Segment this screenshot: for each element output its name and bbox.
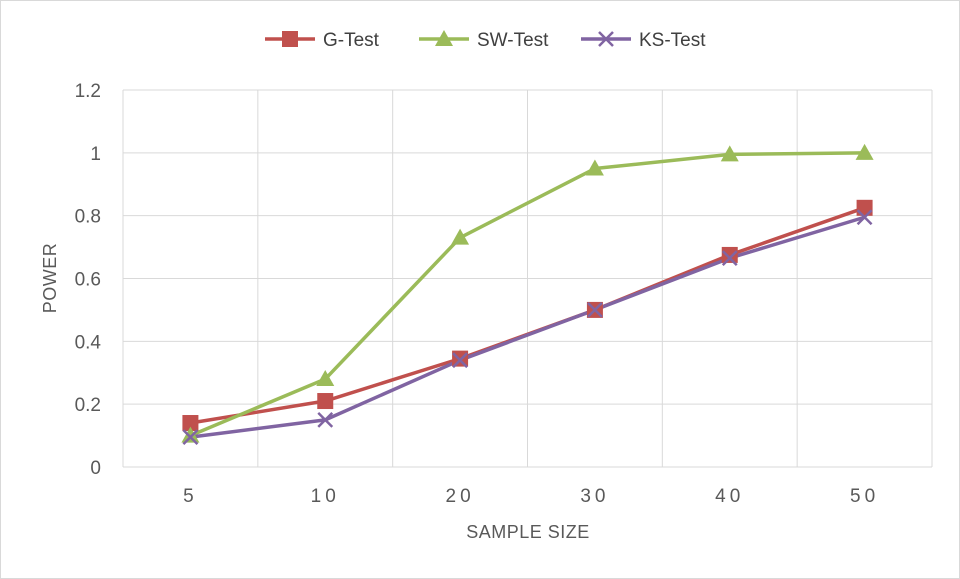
data-point-sw-test <box>855 143 874 160</box>
data-point-sw-test <box>181 426 200 443</box>
legend-marker-icon <box>282 31 298 47</box>
y-tick-label: 0.2 <box>75 395 101 416</box>
y-tick-label: 0 <box>90 458 101 479</box>
legend-item-g-test: G-Test <box>265 30 380 51</box>
y-tick-label: 1.2 <box>75 81 101 102</box>
data-point-g-test <box>721 246 738 263</box>
x-tick-label: 40 <box>715 486 744 507</box>
legend-label: KS-Test <box>639 30 706 51</box>
x-tick-label: 30 <box>580 486 609 507</box>
data-point-ks-test <box>587 302 603 318</box>
legend-marker-icon <box>435 30 453 46</box>
legend-item-ks-test: KS-Test <box>581 30 706 51</box>
y-tick-label: 1 <box>90 144 101 165</box>
legend: G-Test SW-Test KS-Test <box>265 30 706 51</box>
data-point-sw-test <box>451 228 470 245</box>
series-line-ks-test <box>190 215 866 439</box>
grid-lines <box>122 89 933 468</box>
data-point-sw-test <box>585 159 604 176</box>
data-point-ks-test <box>452 352 468 369</box>
series-lines <box>189 151 866 439</box>
data-point-sw-test <box>720 145 739 162</box>
legend-label: SW-Test <box>477 30 549 51</box>
x-tick-labels: 5 10 20 30 40 50 <box>183 486 879 507</box>
x-tick-label: 20 <box>446 486 475 507</box>
data-point-ks-test <box>856 209 873 226</box>
y-tick-labels: 0 0.2 0.4 0.6 0.8 1 1.2 <box>75 81 102 479</box>
data-point-g-test <box>182 415 199 432</box>
data-point-ks-test <box>182 429 199 446</box>
series-line-sw-test <box>189 151 865 438</box>
data-point-ks-test <box>721 250 738 266</box>
legend-marker-icon <box>598 31 614 47</box>
data-point-g-test <box>317 393 334 410</box>
x-tick-label: 5 <box>183 486 198 507</box>
y-tick-label: 0.6 <box>75 270 101 291</box>
y-tick-label: 0.8 <box>75 207 101 228</box>
x-axis-title: SAMPLE SIZE <box>466 522 590 542</box>
x-tick-label: 10 <box>311 486 340 507</box>
series-markers <box>181 143 874 446</box>
legend-item-sw-test: SW-Test <box>419 30 549 51</box>
y-tick-label: 0.4 <box>75 332 102 353</box>
data-point-sw-test <box>316 370 335 387</box>
x-tick-label: 50 <box>850 486 879 507</box>
data-point-ks-test <box>317 411 334 428</box>
legend-label: G-Test <box>323 30 380 51</box>
data-point-g-test <box>856 199 873 216</box>
y-axis-title: POWER <box>40 243 60 314</box>
